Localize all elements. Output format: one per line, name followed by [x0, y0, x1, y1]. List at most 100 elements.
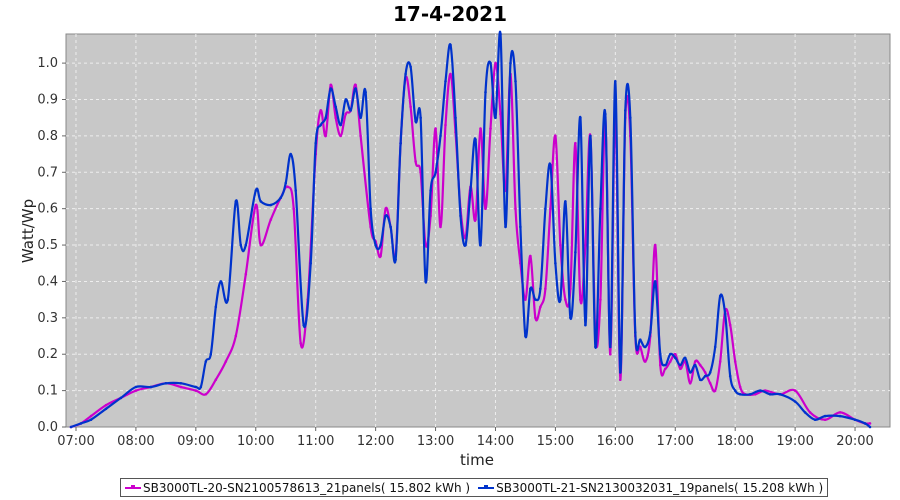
- data-point: [164, 382, 168, 385]
- data-point: [194, 389, 198, 392]
- data-point: [554, 134, 557, 138]
- data-point: [414, 160, 417, 163]
- data-point: [823, 418, 827, 422]
- data-point: [549, 207, 552, 210]
- legend-item-sb3000tl-21: SB3000TL-21-SN2130032031_19panels( 15.20…: [478, 481, 823, 495]
- data-point: [609, 345, 612, 349]
- x-tick-label: 07:00: [57, 434, 94, 449]
- plot-area: [65, 33, 891, 428]
- legend-label: SB3000TL-21-SN2130032031_19panels( 15.20…: [496, 480, 824, 495]
- data-point: [419, 116, 422, 119]
- data-point: [474, 138, 477, 141]
- data-point: [688, 382, 692, 385]
- data-point: [379, 254, 382, 258]
- data-point: [234, 200, 238, 203]
- data-point: [394, 258, 397, 261]
- data-point: [214, 305, 218, 309]
- data-point: [698, 363, 702, 367]
- x-tick-label: 16:00: [597, 434, 634, 449]
- grid-lines: [66, 34, 890, 427]
- data-point: [534, 298, 537, 301]
- data-point: [738, 393, 742, 396]
- x-tick-label: 13:00: [417, 434, 454, 449]
- x-tick-label: 17:00: [657, 434, 694, 449]
- data-point: [359, 116, 362, 119]
- data-point: [429, 189, 432, 192]
- data-point: [179, 382, 183, 385]
- data-point: [119, 396, 123, 400]
- data-point: [823, 414, 827, 418]
- data-point: [329, 83, 333, 87]
- data-point: [454, 116, 457, 119]
- data-point: [624, 109, 627, 112]
- y-tick-label: 0.4: [37, 274, 58, 289]
- data-point: [703, 371, 707, 374]
- data-point: [479, 127, 482, 130]
- data-point: [738, 385, 742, 389]
- data-point: [479, 243, 482, 247]
- data-point: [559, 243, 562, 247]
- data-point: [384, 214, 387, 218]
- legend: SB3000TL-20-SN2100578613_21panels( 15.80…: [120, 478, 829, 497]
- line-chart: 17-4-2021 0.0 0.1 0.2 0.3 0.4 0.5 0.6 0.7 0.8 0.9…: [19, 2, 891, 469]
- x-tick-label: 12:00: [357, 434, 394, 449]
- legend-swatch-blue: [478, 484, 495, 489]
- data-point: [644, 360, 647, 363]
- data-point: [434, 171, 437, 174]
- data-point: [334, 105, 338, 109]
- data-point: [808, 411, 812, 414]
- data-point: [619, 378, 622, 382]
- data-point: [399, 141, 402, 145]
- y-tick-label: 0.8: [37, 129, 58, 144]
- data-point: [723, 312, 727, 316]
- data-point: [539, 287, 542, 291]
- data-point: [474, 218, 477, 221]
- data-point: [334, 116, 338, 119]
- data-point: [359, 134, 362, 138]
- data-point: [269, 218, 273, 221]
- data-point: [204, 393, 208, 396]
- data-point: [259, 243, 263, 247]
- x-tick-label: 15:00: [537, 434, 574, 449]
- data-point: [619, 371, 622, 374]
- data-point: [234, 334, 238, 338]
- data-point: [354, 87, 357, 90]
- data-point: [544, 207, 547, 210]
- y-tick-label: 0.0: [37, 420, 58, 435]
- data-point: [384, 207, 387, 210]
- data-point: [514, 207, 517, 210]
- data-point: [539, 305, 542, 309]
- data-point: [604, 112, 607, 116]
- data-point: [514, 80, 517, 83]
- data-point: [226, 298, 230, 301]
- data-point: [728, 374, 732, 378]
- data-point: [484, 90, 487, 94]
- data-point: [464, 243, 467, 247]
- data-point: [179, 385, 183, 389]
- data-point: [319, 109, 323, 112]
- data-point: [284, 181, 288, 185]
- data-point: [104, 403, 108, 407]
- data-point: [324, 134, 328, 138]
- x-tick-label: 09:00: [177, 434, 214, 449]
- data-point: [654, 280, 657, 283]
- data-point: [708, 371, 712, 374]
- data-point: [494, 61, 497, 65]
- data-point: [279, 196, 283, 200]
- data-point: [863, 422, 867, 425]
- data-point: [289, 152, 293, 156]
- data-point: [409, 105, 412, 109]
- x-tick-label: 18:00: [716, 434, 753, 449]
- data-point: [639, 338, 642, 342]
- data-point: [664, 367, 667, 371]
- y-tick-label: 0.2: [37, 347, 58, 362]
- y-tick-label: 0.5: [37, 238, 58, 253]
- data-point: [594, 345, 597, 349]
- legend-label: SB3000TL-20-SN2100578613_21panels( 15.80…: [143, 480, 471, 495]
- data-point: [364, 90, 367, 94]
- data-point: [354, 83, 357, 87]
- x-tick-label: 20:00: [836, 434, 873, 449]
- data-point: [319, 123, 323, 127]
- data-point: [309, 262, 313, 265]
- data-point: [609, 352, 612, 356]
